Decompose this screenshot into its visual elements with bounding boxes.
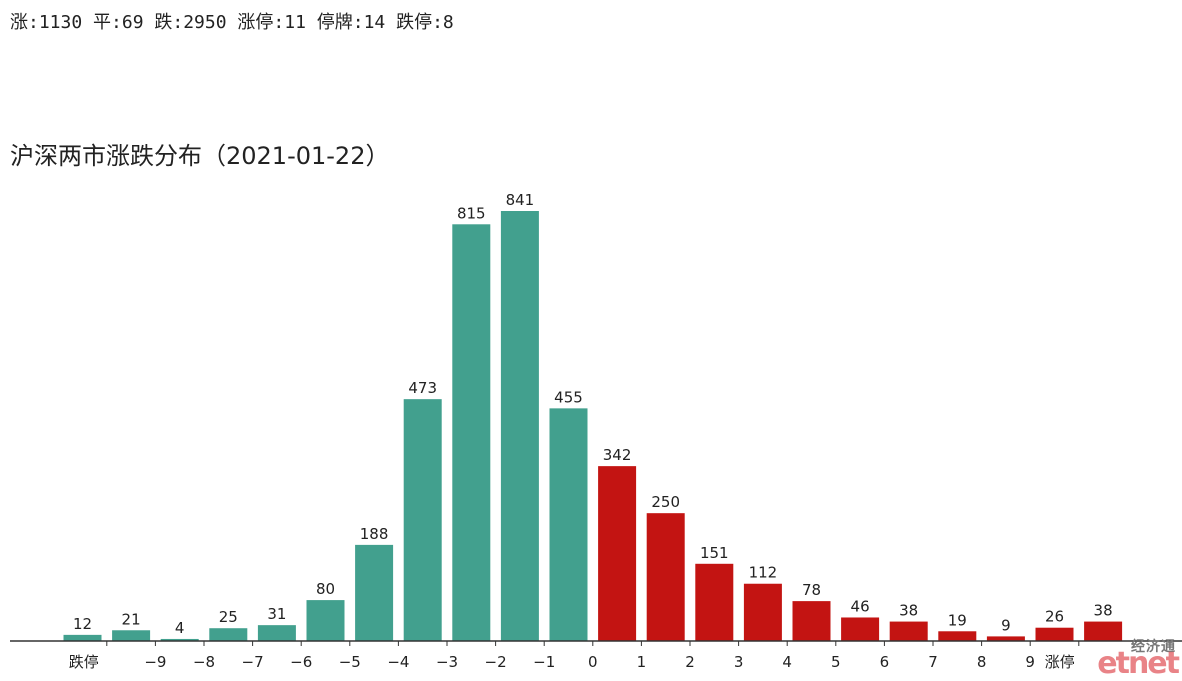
bar: [743, 583, 782, 641]
bar-value-label: 80: [316, 580, 335, 598]
x-tick-label: 9: [1025, 653, 1035, 671]
x-tick-label: 5: [831, 653, 841, 671]
bar: [452, 224, 491, 641]
bar-value-label: 21: [122, 610, 141, 628]
bar: [355, 544, 394, 641]
x-tick-labels-layer: 跌停 −9 −8 −7 −6 −5 −4 −3 −2 −1 0 1 2 3 4 5 6 7 8 9 涨停: [69, 641, 1080, 671]
bar-value-label: 25: [219, 608, 238, 626]
bar: [257, 625, 296, 641]
bar-value-label: 815: [457, 204, 486, 222]
x-tick-label: −5: [339, 653, 361, 671]
bar-value-label: 112: [749, 564, 778, 582]
bar: [549, 408, 588, 641]
x-tick-label: 跌停: [69, 653, 99, 671]
bar-value-label: 473: [408, 379, 437, 397]
x-tick-label: −8: [193, 653, 215, 671]
bar-value-label: 31: [267, 605, 286, 623]
bar-value-label: 78: [802, 581, 821, 599]
bar-value-label: 455: [554, 388, 583, 406]
bar: [500, 211, 539, 641]
x-tick-label: −1: [533, 653, 555, 671]
bar-value-label: 841: [506, 191, 535, 209]
bar: [63, 634, 102, 641]
x-tick-label: 3: [734, 653, 744, 671]
bar: [209, 628, 248, 641]
bar: [1035, 627, 1074, 641]
x-tick-label: −2: [485, 653, 507, 671]
bar-value-label: 46: [851, 597, 870, 615]
bar: [938, 631, 977, 641]
bar-value-label: 9: [1001, 616, 1011, 634]
x-tick-label: 8: [977, 653, 987, 671]
bar-value-label: 38: [1094, 602, 1113, 620]
bar: [112, 630, 151, 641]
bar: [1084, 621, 1123, 641]
chart-title: 沪深两市涨跌分布（2021-01-22）: [10, 142, 390, 170]
x-tick-label: −4: [387, 653, 409, 671]
x-tick-label: −6: [290, 653, 312, 671]
bar: [598, 466, 637, 641]
bar: [695, 563, 734, 641]
bar-value-label: 250: [651, 493, 680, 511]
market-summary: 涨:1130 平:69 跌:2950 涨停:11 停牌:14 跌停:8: [10, 12, 454, 33]
x-tick-label: −3: [436, 653, 458, 671]
x-tick-label: 涨停: [1045, 653, 1075, 671]
bar-value-label: 342: [603, 446, 632, 464]
bar: [306, 600, 345, 641]
bar: [792, 601, 831, 641]
x-tick-label: −9: [144, 653, 166, 671]
bar-value-label: 12: [73, 615, 92, 633]
bar: [889, 621, 928, 641]
value-labels-layer: 12 21 4 25 31 80 188 473 815 841 455 342 250 151 112 78…: [73, 191, 1113, 637]
x-tick-label: 1: [637, 653, 647, 671]
watermark-logo-text: etnet: [1097, 646, 1180, 681]
bar: [160, 638, 199, 641]
x-tick-label: 6: [880, 653, 890, 671]
x-tick-label: 4: [782, 653, 792, 671]
etnet-watermark: 经济通 etnet: [1094, 634, 1180, 681]
bar-value-label: 188: [360, 525, 389, 543]
bar-value-label: 151: [700, 544, 729, 562]
x-tick-label: 2: [685, 653, 695, 671]
bar-value-label: 4: [175, 619, 185, 637]
bar: [403, 399, 442, 641]
bar: [841, 617, 880, 641]
bars-layer: [63, 211, 1123, 641]
x-tick-label: 0: [588, 653, 598, 671]
bar-value-label: 26: [1045, 608, 1064, 626]
bar-value-label: 19: [948, 611, 967, 629]
bar-value-label: 38: [899, 602, 918, 620]
x-tick-label: 7: [928, 653, 938, 671]
bar: [986, 636, 1025, 641]
bar: [646, 513, 685, 641]
watermark-cn-text: 经济通: [1131, 639, 1176, 655]
x-tick-label: −7: [242, 653, 264, 671]
